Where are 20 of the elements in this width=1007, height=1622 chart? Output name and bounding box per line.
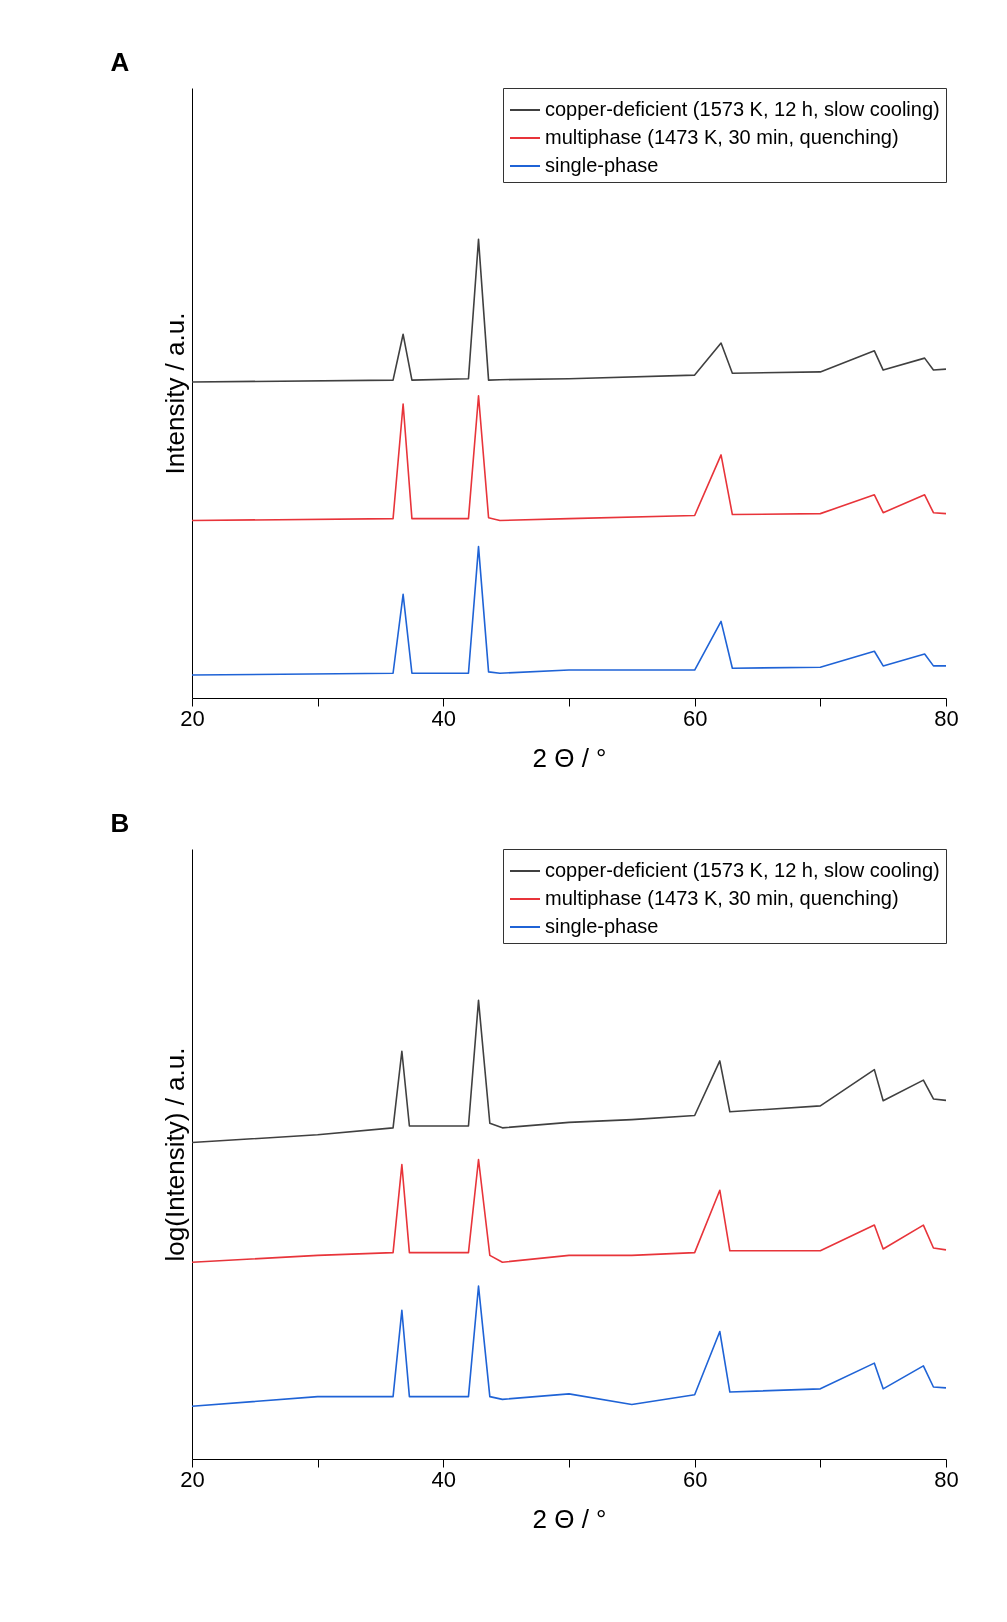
x-axis-title: 2 Θ / ° xyxy=(532,1503,607,1534)
legend-label: multiphase (1473 K, 30 min, quenching) xyxy=(545,887,899,909)
x-tick-label: 80 xyxy=(934,1466,959,1492)
legend-label: single-phase xyxy=(545,154,659,176)
y-axis-title: Intensity / a.u. xyxy=(159,312,190,475)
x-tick-label: 40 xyxy=(431,705,457,731)
x-tick-label: 60 xyxy=(682,705,708,731)
y-axis-title: log(Intensity) / a.u. xyxy=(159,1047,190,1262)
x-tick-label: 80 xyxy=(934,705,959,731)
legend-label: copper-deficient (1573 K, 12 h, slow cooling) xyxy=(545,98,940,120)
x-tick-label: 20 xyxy=(180,705,205,731)
x-axis-title: 2 Θ / ° xyxy=(532,742,607,773)
text: B xyxy=(110,808,130,838)
x-tick-label: 20 xyxy=(180,1466,205,1492)
legend-label: single-phase xyxy=(545,915,659,937)
legend-label: copper-deficient (1573 K, 12 h, slow cooling) xyxy=(545,859,940,881)
x-tick-label: 40 xyxy=(431,1466,457,1492)
x-tick-label: 60 xyxy=(682,1466,708,1492)
text: A xyxy=(110,47,130,77)
legend-label: multiphase (1473 K, 30 min, quenching) xyxy=(545,126,899,148)
